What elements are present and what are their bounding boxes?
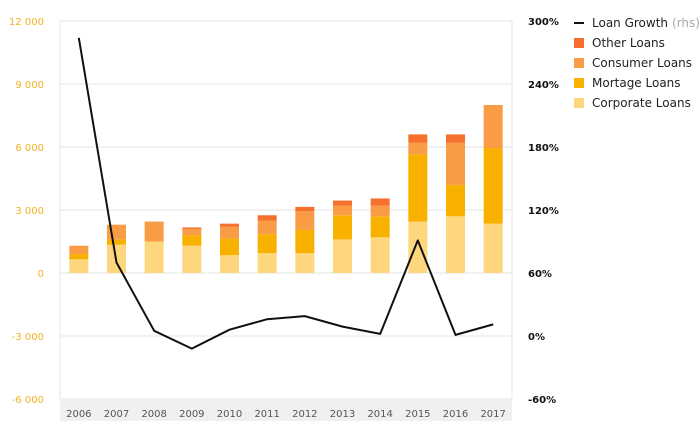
bar-segment <box>408 154 428 222</box>
legend-item-mortage-loans: Mortage Loans <box>574 73 700 93</box>
bar-segment <box>182 227 202 229</box>
bar-segment <box>408 221 428 273</box>
x-tick-label: 2008 <box>141 409 166 420</box>
legend-note: (rhs) <box>672 16 700 30</box>
bar-segment <box>446 216 465 273</box>
y-right-tick-label: 0% <box>528 332 545 343</box>
legend-swatch <box>574 98 584 108</box>
bar-segment <box>370 205 390 217</box>
bar-segment <box>220 223 239 227</box>
legend-swatch-line <box>574 22 584 24</box>
x-tick-label: 2007 <box>104 409 129 420</box>
legend-swatch <box>574 58 584 68</box>
bar-segment <box>333 205 352 216</box>
bar-segment <box>446 142 465 185</box>
bar-segment <box>144 221 164 242</box>
y-right-tick-label: 300% <box>528 17 559 28</box>
bar-segment <box>144 241 164 273</box>
legend-item-loan-growth: Loan Growth (rhs) <box>574 13 700 33</box>
y-right-tick-label: 180% <box>528 143 559 154</box>
y-left-tick-label: 12 000 <box>9 17 44 28</box>
legend-item-other-loans: Other Loans <box>574 33 700 53</box>
bar-segment <box>446 184 465 217</box>
bar-segment <box>370 216 390 238</box>
bar-segment <box>182 228 202 236</box>
bar-segment <box>295 206 315 212</box>
y-left-tick-label: -6 000 <box>12 395 44 406</box>
bar-segment <box>408 134 428 143</box>
bar-segment <box>483 105 503 149</box>
bar-segment <box>483 148 503 224</box>
x-tick-label: 2016 <box>443 409 468 420</box>
loan-growth-line <box>77 37 494 350</box>
bar-segment <box>370 198 390 206</box>
legend-swatch <box>574 38 584 48</box>
bar-segment <box>182 245 202 273</box>
bar-segment <box>257 220 277 235</box>
x-tick-label: 2015 <box>405 409 430 420</box>
bar-segment <box>446 134 465 143</box>
bar-segment <box>295 253 315 273</box>
legend: Loan Growth (rhs) Other Loans Consumer L… <box>574 13 700 113</box>
bar-segment <box>408 142 428 155</box>
bar-segment <box>295 229 315 254</box>
x-tick-label: 2017 <box>480 409 505 420</box>
x-tick-label: 2011 <box>254 409 279 420</box>
y-left-tick-label: 0 <box>38 269 44 280</box>
x-tick-label: 2012 <box>292 409 317 420</box>
legend-item-corporate-loans: Corporate Loans <box>574 93 700 113</box>
y-left-tick-label: 6 000 <box>15 143 44 154</box>
legend-label: Loan Growth <box>592 16 669 30</box>
x-tick-label: 2006 <box>66 409 91 420</box>
bar-segment <box>257 253 277 273</box>
bar-segment <box>257 234 277 254</box>
legend-item-consumer-loans: Consumer Loans <box>574 53 700 73</box>
bar-segment <box>220 255 239 273</box>
bar-segment <box>69 245 89 255</box>
bar-segment <box>182 235 202 246</box>
x-tick-label: 2009 <box>179 409 204 420</box>
bar-segment <box>333 239 352 273</box>
x-tick-label: 2013 <box>330 409 355 420</box>
y-left-tick-label: 9 000 <box>15 80 44 91</box>
bar-segment <box>257 215 277 221</box>
bar-segment <box>69 259 89 273</box>
bar-segment <box>295 211 315 230</box>
y-left-tick-label: -3 000 <box>12 332 44 343</box>
y-right-tick-label: -60% <box>528 395 556 406</box>
legend-swatch <box>574 78 584 88</box>
legend-label: Consumer Loans <box>592 56 693 70</box>
y-right-tick-label: 60% <box>528 269 552 280</box>
legend-label: Other Loans <box>592 36 665 50</box>
x-axis-band <box>60 399 512 421</box>
bar-segment <box>220 238 239 256</box>
x-tick-label: 2014 <box>367 409 392 420</box>
y-right-tick-label: 240% <box>528 80 559 91</box>
bar-segment <box>107 239 126 245</box>
bar-segment <box>220 226 239 239</box>
bar-segment <box>483 223 503 273</box>
bar-segment <box>333 215 352 240</box>
bar-segment <box>333 200 352 206</box>
y-right-tick-label: 120% <box>528 206 559 217</box>
bar-segment <box>69 254 89 260</box>
bar-segment <box>370 237 390 273</box>
legend-label: Mortage Loans <box>592 76 681 90</box>
x-tick-label: 2010 <box>217 409 242 420</box>
y-left-tick-label: 3 000 <box>15 206 44 217</box>
legend-label: Corporate Loans <box>592 96 691 110</box>
